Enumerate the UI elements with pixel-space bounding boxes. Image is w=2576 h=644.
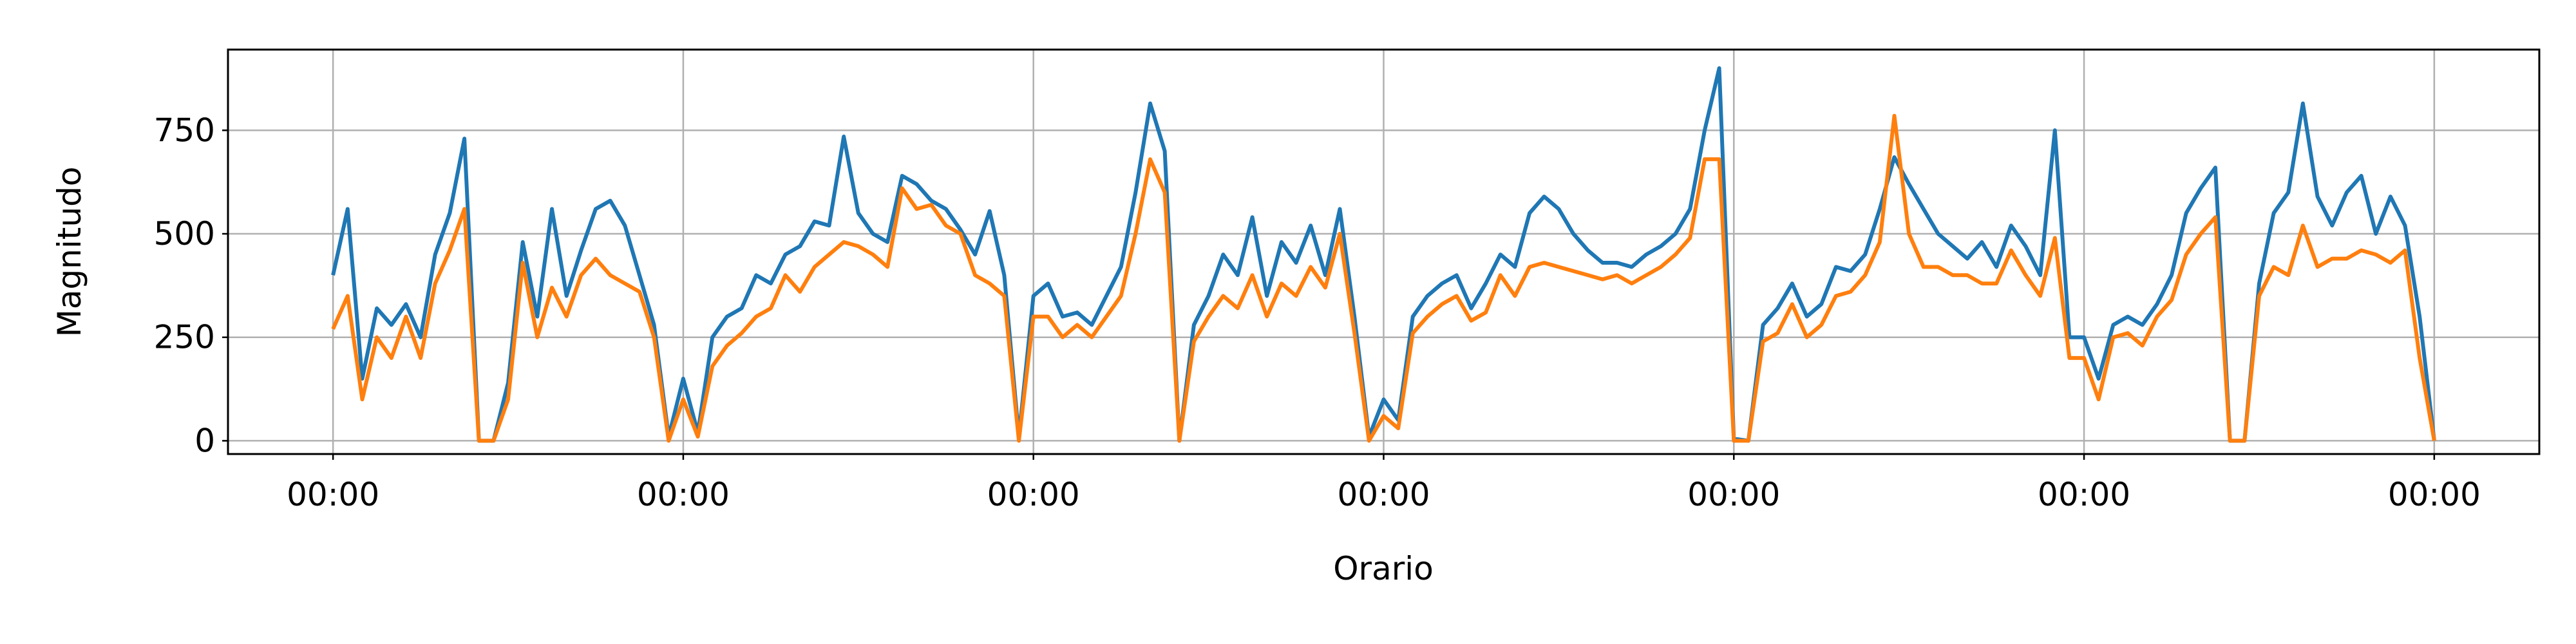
data-line	[331, 66, 2436, 443]
x-tick-label: 00:00	[287, 476, 379, 513]
plot-frame	[227, 48, 2541, 455]
data-line	[331, 113, 2436, 443]
x-axis-label: Orario	[1333, 550, 1434, 587]
y-axis-label: Magnitudo	[51, 167, 88, 337]
x-tick-label: 00:00	[2388, 476, 2481, 513]
x-tick-label: 00:00	[637, 476, 730, 513]
y-tick-label: 750	[154, 111, 215, 149]
x-tick-label: 00:00	[1337, 476, 1430, 513]
y-tick-label: 250	[154, 319, 215, 356]
x-tick-label: 00:00	[1687, 476, 1780, 513]
y-tick-label: 0	[194, 422, 215, 459]
y-tick-label: 500	[154, 215, 215, 252]
x-tick-label: 00:00	[987, 476, 1080, 513]
x-tick-label: 00:00	[2038, 476, 2130, 513]
